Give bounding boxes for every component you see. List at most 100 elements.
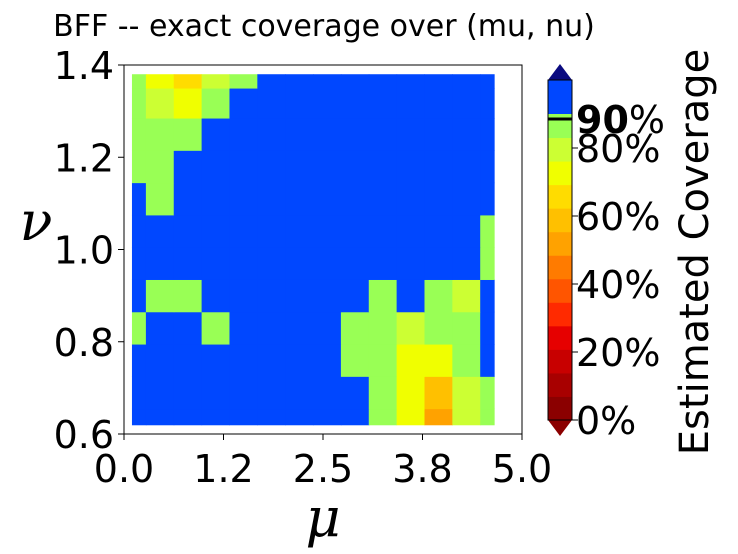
contour-cell (131, 408, 147, 426)
y-tick-label: 0.6 (54, 413, 114, 457)
contour-cell (368, 118, 398, 151)
contour-cell (340, 344, 370, 377)
contour-cell (201, 214, 230, 248)
contour-cell (229, 88, 258, 119)
contour-cell (257, 376, 286, 410)
contour-cell (340, 150, 370, 184)
x-axis: 0.0 1.2 2.5 3.8 5.0 (94, 434, 552, 491)
contour-cell (452, 344, 481, 377)
contour-cell (201, 408, 230, 426)
contour-cell (424, 74, 453, 89)
colorbar-band (548, 184, 572, 209)
contour-cell (257, 279, 286, 313)
colorbar-band (548, 325, 572, 350)
contour-cell (145, 408, 175, 426)
colorbar-band (548, 231, 572, 256)
contour-cell (131, 376, 147, 410)
contour-cell (313, 311, 342, 345)
contour-cell (257, 344, 286, 377)
colorbar-high-extension (548, 64, 572, 80)
contour-cell (368, 376, 398, 410)
contour-cell (452, 74, 481, 89)
contour-cell (396, 247, 425, 280)
contour-cell (229, 74, 258, 89)
contour-cell (368, 247, 398, 280)
colorbar-band (548, 161, 572, 186)
contour-cell (257, 214, 286, 248)
contour-cell (257, 182, 286, 216)
contour-cell (131, 214, 147, 248)
contour-cell (480, 182, 495, 216)
contour-cell (257, 88, 286, 119)
contour-cell (145, 376, 175, 410)
x-tick-label: 2.5 (293, 447, 353, 491)
contour-cell (340, 182, 370, 216)
contour-cell (452, 88, 481, 119)
contour-cell (145, 182, 175, 216)
contour-cell (145, 118, 175, 151)
contour-cell (368, 88, 398, 119)
plot-area (123, 64, 523, 435)
contour-cell (313, 247, 342, 280)
contour-cell (229, 150, 258, 184)
y-tick-label: 0.8 (54, 321, 114, 365)
contour-cell (285, 311, 314, 345)
colorbar-band (548, 302, 572, 327)
contour-cell (340, 118, 370, 151)
contour-cell (145, 344, 175, 377)
contour-cell (424, 118, 453, 151)
contour-cell (313, 118, 342, 151)
contour-cell (340, 408, 370, 426)
y-tick-label: 1.0 (54, 229, 114, 273)
contour-cell (480, 311, 495, 345)
contour-cell (145, 88, 175, 119)
contour-cell (131, 74, 147, 89)
contour-cell (201, 311, 230, 345)
contour-cell (145, 247, 175, 280)
colorbar-band (548, 372, 572, 397)
colorbar-tick-label: 80% (576, 127, 660, 171)
colorbar-tick-label: 20% (576, 331, 660, 375)
contour-cell (452, 408, 481, 426)
contour-cells (131, 74, 495, 426)
contour-cell (229, 408, 258, 426)
contour-cell (131, 311, 147, 345)
contour-cell (257, 118, 286, 151)
contour-cell (480, 74, 495, 89)
contour-cell (396, 182, 425, 216)
contour-cell (396, 344, 425, 377)
contour-cell (452, 118, 481, 151)
contour-cell (396, 408, 425, 426)
contour-cell (201, 182, 230, 216)
contour-cell (145, 74, 175, 89)
contour-cell (229, 118, 258, 151)
x-axis-label: μ (305, 486, 340, 549)
colorbar-tick-label: 40% (576, 263, 660, 307)
contour-cell (340, 376, 370, 410)
contour-cell (131, 182, 147, 216)
contour-cell (285, 182, 314, 216)
contour-cell (313, 74, 342, 89)
contour-cell (396, 214, 425, 248)
contour-cell (396, 88, 425, 119)
contour-cell (424, 88, 453, 119)
contour-cell (452, 150, 481, 184)
contour-cell (480, 344, 495, 377)
contour-cell (285, 150, 314, 184)
x-tick-label: 0.0 (94, 447, 154, 491)
contour-cell (285, 344, 314, 377)
contour-cell (368, 214, 398, 248)
contour-cell (229, 214, 258, 248)
contour-cell (396, 150, 425, 184)
contour-cell (173, 74, 203, 89)
contour-cell (201, 247, 230, 280)
colorbar-band (548, 137, 572, 162)
contour-cell (173, 118, 203, 151)
contour-cell (340, 214, 370, 248)
contour-cell (480, 408, 495, 426)
contour-cell (424, 182, 453, 216)
contour-cell (173, 247, 203, 280)
contour-cell (313, 376, 342, 410)
contour-cell (396, 376, 425, 410)
contour-cell (131, 344, 147, 377)
